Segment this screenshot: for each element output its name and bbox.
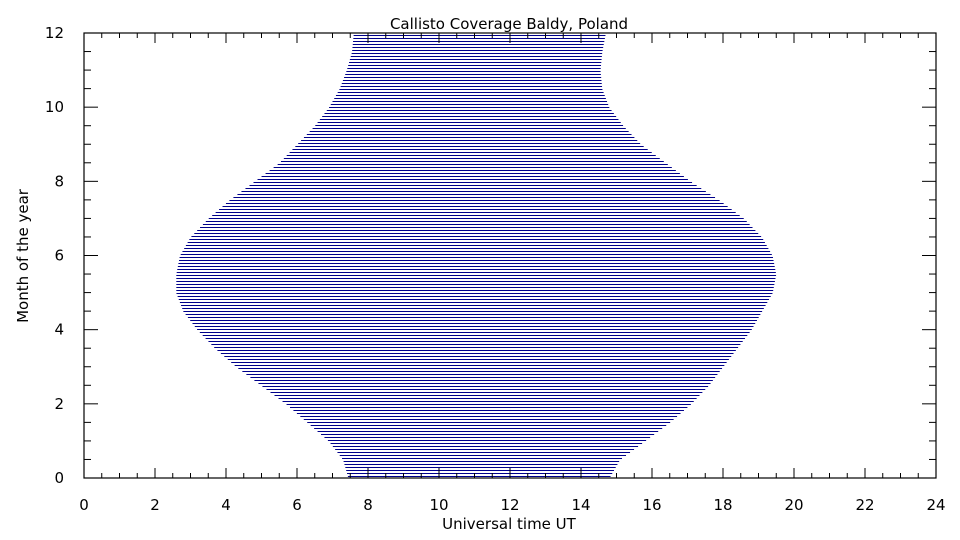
y-tick-label: 8 — [54, 172, 64, 190]
x-tick-label: 24 — [926, 496, 945, 514]
y-tick-label: 4 — [54, 321, 64, 339]
x-tick-label: 20 — [784, 496, 803, 514]
x-tick-label: 4 — [221, 496, 231, 514]
x-tick-label: 8 — [363, 496, 373, 514]
plot-frame — [83, 32, 937, 479]
y-tick-label: 0 — [54, 469, 64, 487]
x-tick-label: 22 — [855, 496, 874, 514]
x-tick-labels: 0 2 4 6 8 10 12 14 16 18 20 22 24 — [79, 496, 945, 514]
x-tick-label: 18 — [713, 496, 732, 514]
axis-ticks — [83, 32, 937, 479]
y-tick-label: 12 — [45, 24, 64, 42]
y-axis-label: Month of the year — [14, 188, 32, 323]
x-tick-label: 10 — [429, 496, 448, 514]
x-axis-label: Universal time UT — [442, 515, 577, 533]
y-tick-label: 6 — [54, 247, 64, 265]
coverage-bands — [176, 35, 777, 477]
x-tick-label: 6 — [292, 496, 302, 514]
x-tick-label: 2 — [150, 496, 160, 514]
y-tick-label: 10 — [45, 98, 64, 116]
x-tick-label: 14 — [571, 496, 590, 514]
y-tick-labels: 0 2 4 6 8 10 12 — [45, 24, 64, 487]
x-tick-label: 16 — [642, 496, 661, 514]
x-tick-label: 0 — [79, 496, 89, 514]
x-tick-label: 12 — [500, 496, 519, 514]
chart-title: Callisto Coverage Baldy, Poland — [390, 15, 628, 33]
y-tick-label: 2 — [54, 395, 64, 413]
